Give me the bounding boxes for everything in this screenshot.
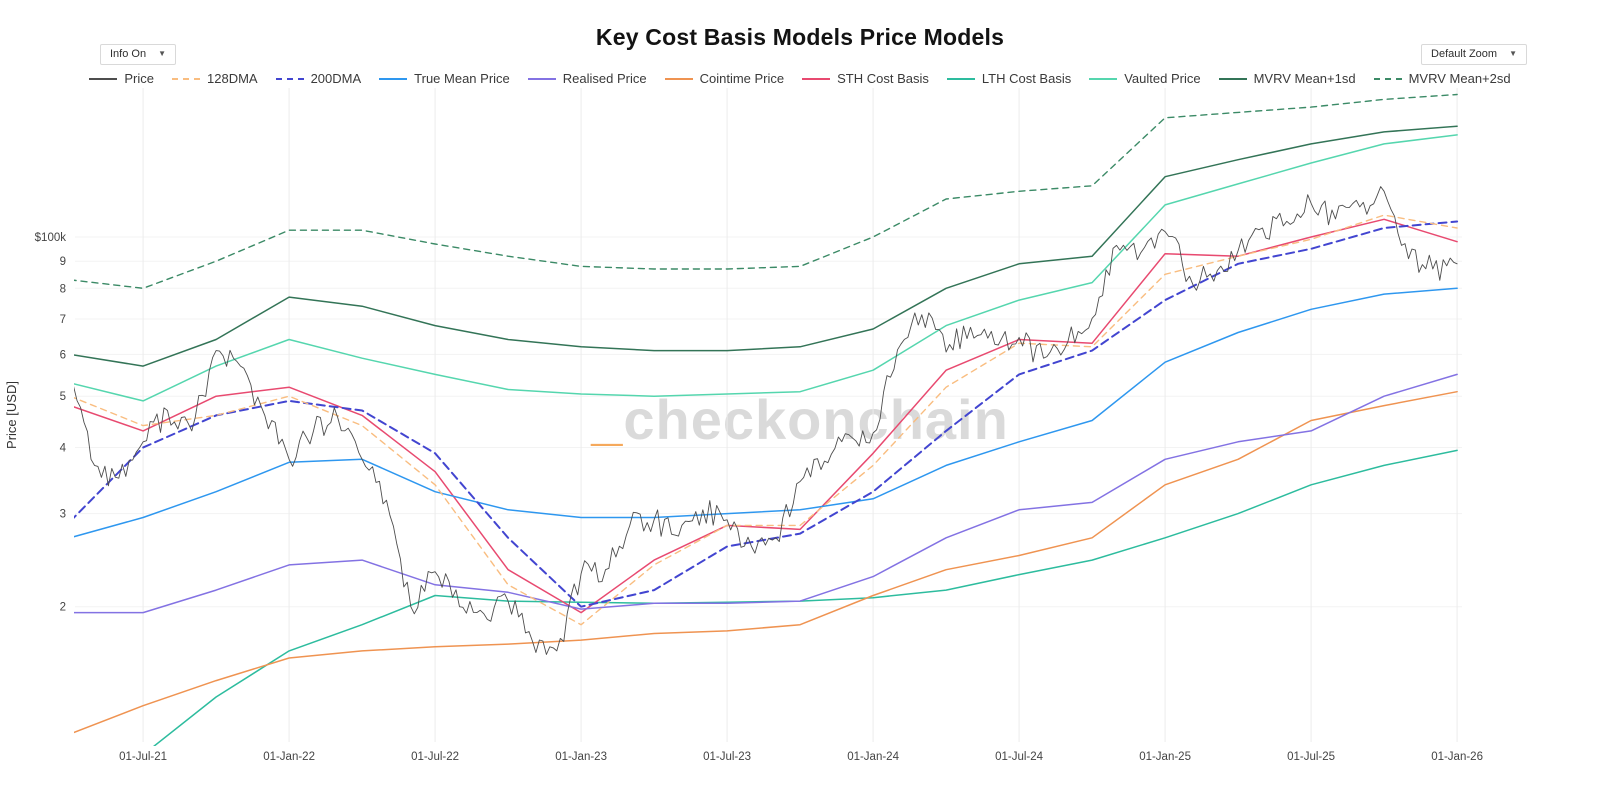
legend-swatch-mvrv-mean-2sd [1373,77,1402,80]
legend-swatch-vaulted-price [1089,77,1118,80]
legend-label: STH Cost Basis [837,71,929,86]
legend-item-200dma[interactable]: 200DMA [275,71,362,86]
legend-swatch-lth-cost-basis [946,77,975,80]
zoom-preset-label: Default Zoom [1431,48,1498,60]
legend-item-realised-price[interactable]: Realised Price [527,71,647,86]
y-axis-title: Price [USD] [4,381,19,449]
series-line-true-mean-price [74,287,1458,538]
legend-item-cointime-price[interactable]: Cointime Price [664,71,785,86]
x-tick-label: 01-Jan-25 [1139,751,1191,763]
series-line-200dma [74,220,1459,608]
info-toggle-label: Info On [110,48,147,60]
legend-item-128dma[interactable]: 128DMA [172,71,258,86]
y-axis-ticks: $100k 9 8 7 6 5 4 3 2 [35,232,67,614]
legend-swatch-mvrv-mean-1sd [1218,77,1247,80]
x-tick-label: 01-Jul-23 [703,751,751,763]
legend-swatch-price [89,77,118,80]
series-line-mvrv-mean-1sd [74,125,1458,367]
legend-item-vaulted-price[interactable]: Vaulted Price [1089,71,1201,86]
x-tick-label: 01-Jul-22 [411,751,459,763]
legend-label: MVRV Mean+2sd [1408,71,1511,86]
legend-item-mvrv-mean-1sd[interactable]: MVRV Mean+1sd [1218,71,1356,86]
chart-title: Key Cost Basis Models Price Models [595,24,1005,50]
caret-down-icon: ▼ [158,49,166,58]
series-line-price [74,186,1458,655]
series-line-128dma [74,214,1458,626]
legend-swatch-true-mean-price [379,77,408,80]
legend-label: MVRV Mean+1sd [1253,71,1356,86]
legend-item-sth-cost-basis[interactable]: STH Cost Basis [802,71,929,86]
legend-label: 128DMA [207,71,258,86]
legend-item-true-mean-price[interactable]: True Mean Price [379,71,510,86]
legend-item-lth-cost-basis[interactable]: LTH Cost Basis [946,71,1072,86]
legend-swatch-128dma [172,77,200,80]
y-tick-label: 9 [60,256,66,268]
series-line-vaulted-price [74,134,1458,402]
legend: Price 128DMA 200DMA True Mean Price Realised… [40,71,1560,86]
y-tick-label: 8 [60,283,66,295]
legend-label: Price [124,71,154,86]
legend-label: True Mean Price [414,71,510,86]
legend-item-price[interactable]: Price [89,71,154,86]
watermark-underscore: _ [591,388,624,451]
series-line-realised-price [74,373,1458,614]
legend-label: 200DMA [310,71,362,86]
y-tick-label: 7 [60,314,66,326]
legend-label: Cointime Price [699,71,785,86]
x-tick-label: 01-Jan-26 [1431,751,1483,763]
legend-swatch-cointime-price [664,77,693,80]
x-tick-label: 01-Jul-21 [119,751,167,763]
legend-label: LTH Cost Basis [981,71,1072,86]
x-tick-label: 01-Jul-25 [1287,751,1335,763]
y-tick-label: 5 [60,391,66,403]
series-line-cointime-price [74,390,1458,734]
x-tick-label: 01-Jan-22 [263,751,315,763]
y-tick-label: $100k [35,232,67,244]
gridlines [75,88,1462,742]
x-tick-label: 01-Jan-24 [847,751,899,763]
legend-swatch-realised-price [527,77,556,80]
legend-swatch-sth-cost-basis [802,77,831,80]
series-line-mvrv-mean-2sd [74,93,1458,289]
y-tick-label: 3 [60,509,66,521]
caret-down-icon: ▼ [1509,49,1517,58]
y-tick-label: 2 [60,602,66,614]
y-tick-label: 6 [60,349,66,361]
series-line-sth-cost-basis [74,218,1458,614]
y-tick-label: 4 [60,443,67,455]
watermark: _checkonchain [0,392,1600,448]
info-toggle-dropdown[interactable]: Info On ▼ [100,44,176,65]
series-line-lth-cost-basis [153,449,1458,746]
legend-label: Vaulted Price [1124,71,1201,86]
watermark-text: checkonchain [623,388,1009,451]
x-tick-label: 01-Jul-24 [995,751,1044,763]
zoom-preset-dropdown[interactable]: Default Zoom ▼ [1421,44,1527,65]
legend-swatch-200dma [275,77,304,80]
x-axis-ticks: 01-Jul-21 01-Jan-22 01-Jul-22 01-Jan-23 01-J… [119,751,1483,763]
x-tick-label: 01-Jan-23 [555,751,607,763]
legend-label: Realised Price [562,71,647,86]
legend-item-mvrv-mean-2sd[interactable]: MVRV Mean+2sd [1373,71,1511,86]
